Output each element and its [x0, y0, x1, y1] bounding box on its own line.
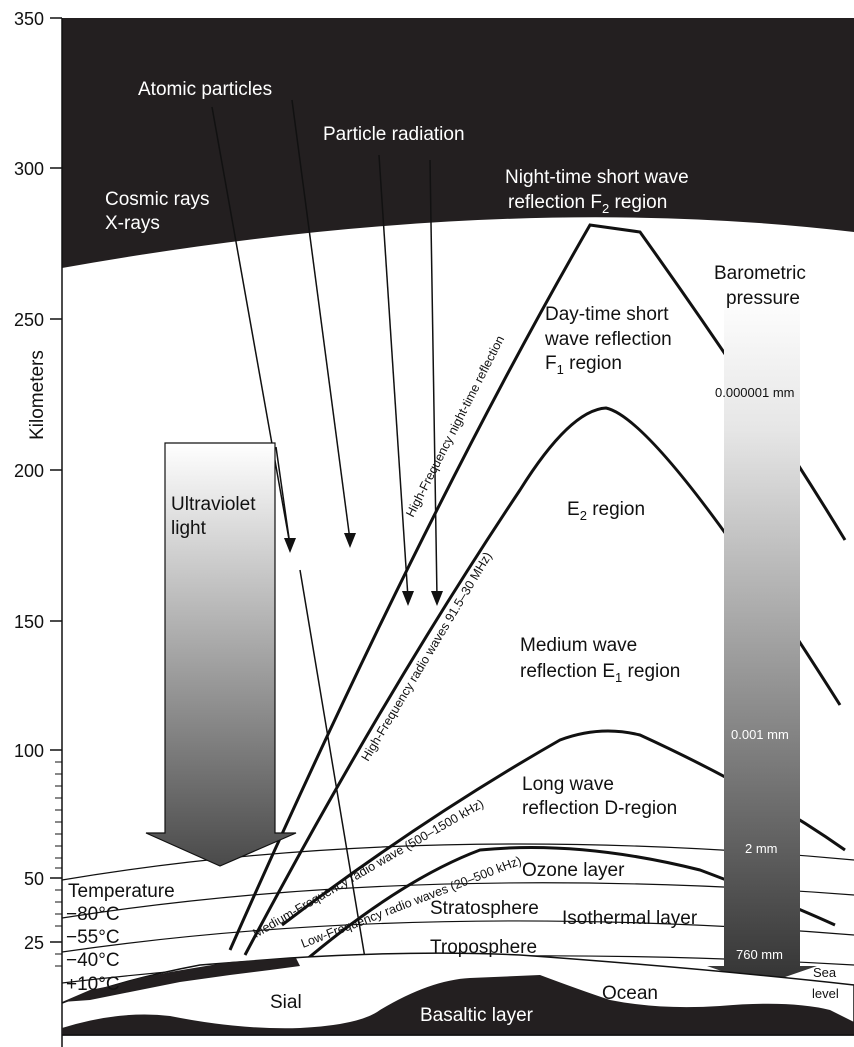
- night-f2-line1: Night-time short wave: [505, 167, 689, 188]
- pressure-label: 760 mm: [736, 947, 783, 962]
- basaltic-layer: [62, 975, 854, 1035]
- y-axis-label: Kilometers: [27, 350, 48, 440]
- sea-level-label: Sea: [813, 965, 837, 980]
- night-f2-line2: reflection F2 region: [508, 192, 667, 216]
- barometric-pressure-arrow: [707, 290, 817, 985]
- atomic-particles-label: Atomic particles: [138, 79, 272, 100]
- ocean-label: Ocean: [602, 983, 658, 1004]
- pressure-label: 2 mm: [745, 841, 778, 856]
- sea-level-label: level: [812, 986, 839, 1001]
- tick-label: 250: [14, 310, 44, 330]
- y-axis: [50, 17, 63, 1047]
- y-axis-tick-labels: 350 300 250 200 150 100 50 25: [14, 9, 44, 953]
- tick-label: 25: [24, 933, 44, 953]
- basaltic-layer-label: Basaltic layer: [420, 1005, 534, 1026]
- pressure-label: 0.000001 mm: [715, 385, 795, 400]
- ultraviolet-label-line1: Ultraviolet: [171, 494, 256, 515]
- x-rays-label: X-rays: [105, 213, 160, 234]
- medium-wave-line2: reflection E1 region: [520, 661, 680, 685]
- ozone-layer-label: Ozone layer: [522, 860, 625, 881]
- land-mass: [62, 958, 300, 1002]
- particle-radiation-label: Particle radiation: [323, 124, 465, 145]
- barometric-label-line2: pressure: [726, 288, 800, 309]
- stratosphere-label: Stratosphere: [430, 898, 539, 919]
- day-f1-line1: Day-time short: [545, 304, 669, 325]
- tick-label: 200: [14, 461, 44, 481]
- ultraviolet-arrow: [145, 442, 297, 867]
- e2-region-label: E2 region: [567, 499, 645, 523]
- sial-label: Sial: [270, 992, 302, 1013]
- tick-label: 100: [14, 741, 44, 761]
- day-f1-line3: F1 region: [545, 353, 622, 377]
- tick-label: 50: [24, 869, 44, 889]
- temperature-value: −80°C: [66, 904, 120, 925]
- temperature-value: +10°C: [66, 974, 120, 995]
- f1-region-curve: [243, 406, 842, 956]
- ultraviolet-label-line2: light: [171, 518, 207, 539]
- hf-night-reflection-label: High-Frequency night-time reflection: [403, 333, 507, 519]
- long-wave-line1: Long wave: [522, 774, 614, 795]
- temperature-value: −55°C: [66, 927, 120, 948]
- medium-wave-line1: Medium wave: [520, 635, 637, 656]
- tick-label: 350: [14, 9, 44, 29]
- y-axis-minor-ticks: [55, 761, 62, 967]
- tick-label: 300: [14, 159, 44, 179]
- space-band: [62, 18, 854, 268]
- temperature-label: Temperature: [68, 881, 175, 902]
- radiation-lines: [211, 99, 438, 1001]
- hf-radio-waves-label: High-Frequency radio waves 91.5–30 MHz): [359, 550, 495, 764]
- day-f1-line2: wave reflection: [544, 329, 672, 350]
- tick-label: 150: [14, 612, 44, 632]
- pressure-label: 0.001 mm: [731, 727, 789, 742]
- isothermal-layer-label: Isothermal layer: [562, 908, 698, 929]
- troposphere-label: Troposphere: [430, 937, 537, 958]
- barometric-label-line1: Barometric: [714, 263, 806, 284]
- temperature-value: −40°C: [66, 950, 120, 971]
- long-wave-line2: reflection D-region: [522, 798, 677, 819]
- cosmic-rays-label: Cosmic rays: [105, 189, 210, 210]
